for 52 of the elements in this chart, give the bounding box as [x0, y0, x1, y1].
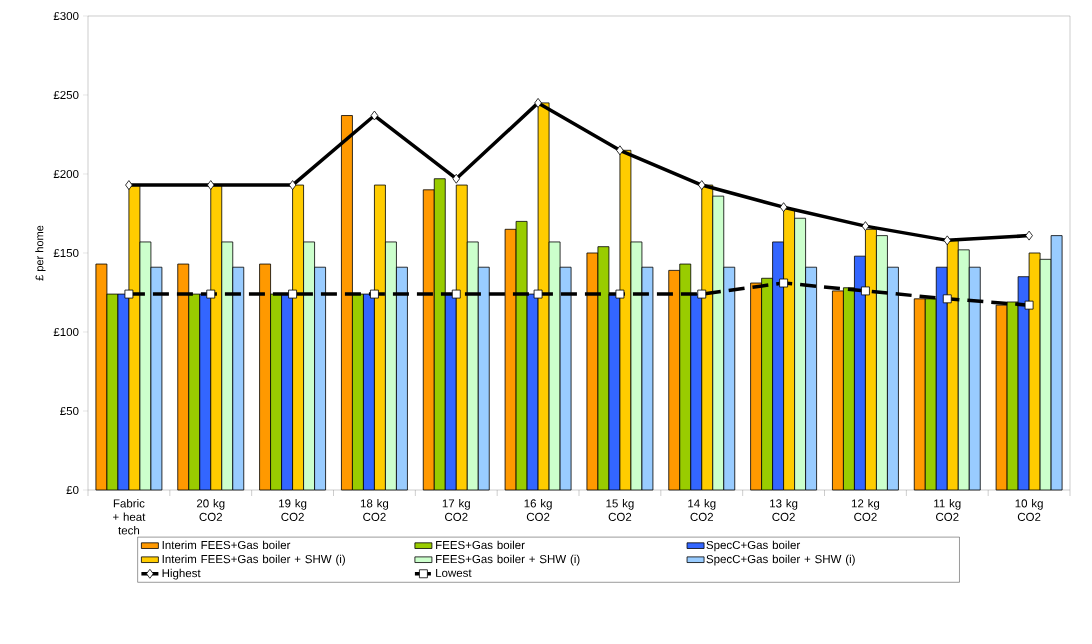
y-tick-label: £250 [53, 90, 79, 100]
x-tick-label: 15 kg CO2 [606, 499, 634, 521]
x-tick-label: 14 kg CO2 [688, 499, 716, 521]
point [697, 180, 706, 190]
legend-label: FEES+Gas boiler + SHW (i) [436, 554, 580, 566]
point [1024, 300, 1034, 310]
point [125, 180, 133, 190]
point [533, 289, 543, 299]
point [779, 202, 788, 213]
point [451, 289, 461, 299]
y-tick-label: £150 [53, 248, 79, 258]
y-tick-label: £100 [53, 327, 79, 337]
point [288, 180, 297, 190]
point [1025, 230, 1033, 241]
point [370, 110, 379, 121]
legend-label: SpecC+Gas boiler [706, 540, 801, 552]
point [697, 289, 707, 299]
y-tick-label: £0 [66, 485, 79, 495]
y-tick-label: £50 [60, 406, 79, 416]
legend-label: Highest [162, 568, 201, 580]
y-tick-label: £200 [53, 169, 79, 179]
x-tick-label: 13 kg CO2 [770, 499, 798, 521]
point [370, 289, 379, 299]
point [861, 221, 870, 232]
x-tick-label: Fabric + heat tech [113, 499, 146, 535]
x-tick-label: 17 kg CO2 [442, 499, 470, 521]
point [206, 180, 215, 190]
x-tick-label: 11 kg CO2 [934, 499, 961, 521]
y-tick-label: £300 [53, 11, 79, 21]
point [861, 286, 870, 296]
x-tick-label: 10 kg CO2 [1015, 499, 1043, 521]
point [943, 235, 952, 246]
point [124, 289, 134, 299]
point [615, 289, 625, 299]
legend-label: Interim FEES+Gas boiler [162, 540, 291, 550]
legend-label: Interim FEES+Gas boiler + SHW (i) [162, 554, 345, 566]
y-axis-title: £ per home [35, 225, 46, 281]
point [942, 294, 952, 304]
x-tick-label: 18 kg CO2 [360, 499, 389, 521]
legend-label: FEES+Gas boiler [436, 540, 525, 550]
x-tick-label: 16 kg CO2 [524, 499, 552, 521]
legend-label: Lowest [436, 568, 472, 577]
x-tick-label: 19 kg CO2 [279, 499, 307, 521]
point [534, 97, 542, 108]
point [779, 278, 788, 288]
legend-label: SpecC+Gas boiler + SHW (i) [706, 554, 855, 566]
point [288, 289, 297, 299]
point [616, 145, 624, 156]
x-tick-label: 20 kg CO2 [196, 499, 225, 521]
point [206, 289, 216, 299]
x-tick-label: 12 kg CO2 [851, 499, 880, 521]
point [452, 173, 461, 184]
